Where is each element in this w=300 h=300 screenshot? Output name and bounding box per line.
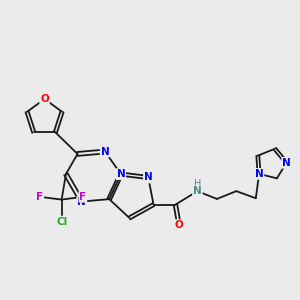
Text: N: N (116, 169, 125, 179)
Text: Cl: Cl (56, 217, 67, 226)
Text: N: N (101, 146, 110, 157)
Text: F: F (36, 192, 43, 202)
Text: H: H (194, 179, 201, 189)
Text: N: N (282, 158, 291, 168)
Text: N: N (255, 169, 263, 179)
Text: N: N (193, 186, 202, 196)
Text: O: O (40, 94, 49, 104)
Text: O: O (175, 220, 183, 230)
Text: F: F (79, 192, 86, 202)
Text: N: N (77, 196, 86, 207)
Text: N: N (144, 172, 153, 182)
